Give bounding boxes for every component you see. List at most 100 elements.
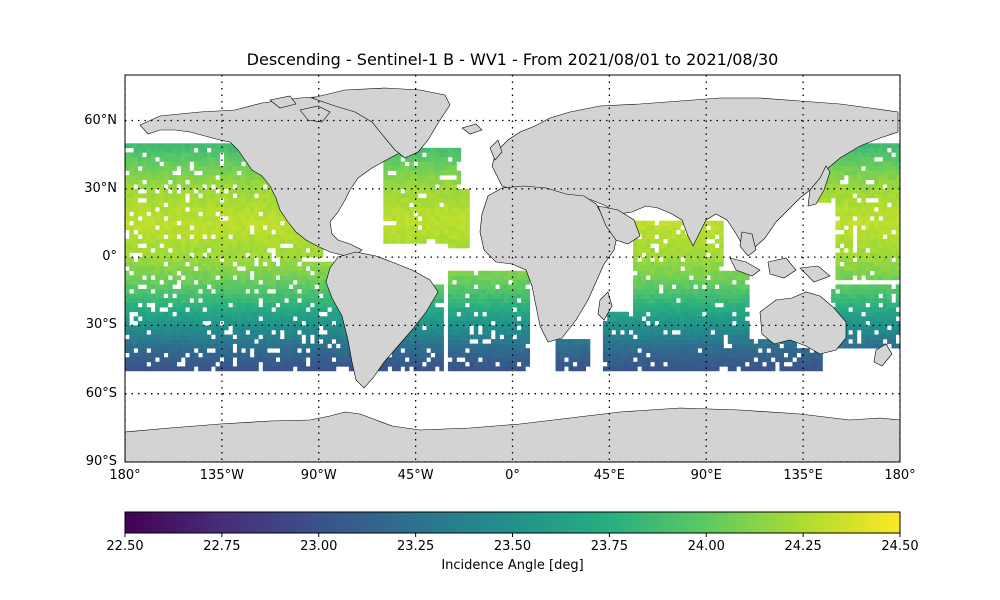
data-cell [409, 211, 414, 217]
data-cell [490, 302, 496, 308]
data-cell [396, 220, 401, 226]
data-cell [435, 352, 440, 358]
data-cell [891, 220, 896, 226]
data-cell [137, 343, 143, 349]
data-cell [869, 298, 875, 303]
data-cell [409, 329, 414, 335]
data-cell [228, 225, 233, 231]
data-cell [241, 175, 246, 181]
data-cell [452, 293, 457, 299]
data-cell [409, 357, 414, 363]
data-cell [689, 284, 694, 290]
data-cell [861, 175, 866, 181]
data-cell [723, 357, 729, 363]
data-cell [125, 238, 130, 244]
data-cell [172, 229, 177, 235]
data-cell [697, 234, 703, 240]
data-cell [232, 188, 238, 194]
data-cell [516, 352, 522, 358]
data-cell [869, 175, 875, 181]
data-cell [581, 348, 586, 354]
data-cell [258, 179, 264, 185]
data-cell [185, 366, 190, 372]
data-cell [232, 248, 238, 253]
data-cell [508, 348, 513, 354]
data-cell [861, 170, 866, 176]
data-cell [869, 343, 875, 349]
data-cell [211, 361, 216, 367]
data-cell [129, 261, 134, 267]
data-cell [663, 298, 668, 303]
data-cell [779, 352, 785, 358]
data-cell [396, 170, 401, 176]
data-cell [460, 334, 466, 340]
data-cell [856, 243, 862, 249]
data-cell [645, 366, 651, 372]
data-cell [150, 152, 156, 158]
data-cell [813, 361, 819, 367]
data-cell [331, 343, 337, 349]
data-cell [689, 288, 694, 294]
data-cell [490, 348, 496, 354]
data-cell [224, 211, 229, 217]
data-cell [792, 343, 797, 349]
data-cell [258, 348, 264, 354]
data-cell [310, 275, 315, 281]
data-cell [878, 202, 884, 208]
data-cell [645, 284, 651, 290]
data-cell [292, 320, 298, 326]
data-cell [211, 179, 216, 185]
data-cell [680, 234, 686, 240]
data-cell [249, 211, 255, 217]
data-cell [335, 311, 341, 317]
data-cell [443, 216, 449, 221]
data-cell [641, 311, 647, 317]
data-cell [732, 270, 737, 276]
data-cell [379, 366, 384, 372]
data-cell [667, 293, 673, 299]
data-cell [150, 220, 156, 226]
data-cell [258, 243, 264, 249]
data-cell [689, 243, 694, 249]
data-cell [202, 266, 208, 272]
data-cell [891, 302, 896, 308]
data-cell [844, 161, 849, 167]
data-cell [671, 366, 677, 372]
data-cell [882, 257, 888, 262]
data-cell [874, 307, 879, 313]
data-cell [137, 229, 143, 235]
data-cell [211, 261, 216, 267]
data-cell [168, 279, 173, 285]
data-cell [168, 143, 173, 149]
data-cell [503, 293, 509, 299]
data-cell [697, 343, 703, 349]
data-cell [525, 334, 531, 340]
data-cell [650, 234, 655, 240]
data-cell [654, 302, 660, 308]
data-cell [249, 207, 255, 212]
data-cell [865, 211, 871, 217]
data-cell [865, 143, 871, 149]
data-cell [284, 288, 289, 294]
data-cell [249, 293, 255, 299]
data-cell [689, 252, 694, 258]
data-cell [714, 220, 720, 226]
data-cell [219, 329, 225, 335]
data-cell [878, 252, 884, 258]
data-cell [439, 234, 444, 240]
data-cell [292, 352, 298, 358]
data-cell [486, 348, 492, 354]
data-cell [146, 261, 152, 267]
data-cell [508, 361, 513, 367]
data-cell [525, 339, 531, 344]
data-cell [236, 298, 242, 303]
data-cell [137, 184, 143, 190]
data-cell [206, 220, 212, 226]
data-cell [146, 298, 152, 303]
data-cell [430, 334, 436, 340]
data-cell [189, 193, 195, 199]
data-cell [215, 143, 221, 149]
data-cell [292, 275, 298, 281]
data-cell [865, 170, 871, 176]
data-cell [895, 197, 900, 203]
